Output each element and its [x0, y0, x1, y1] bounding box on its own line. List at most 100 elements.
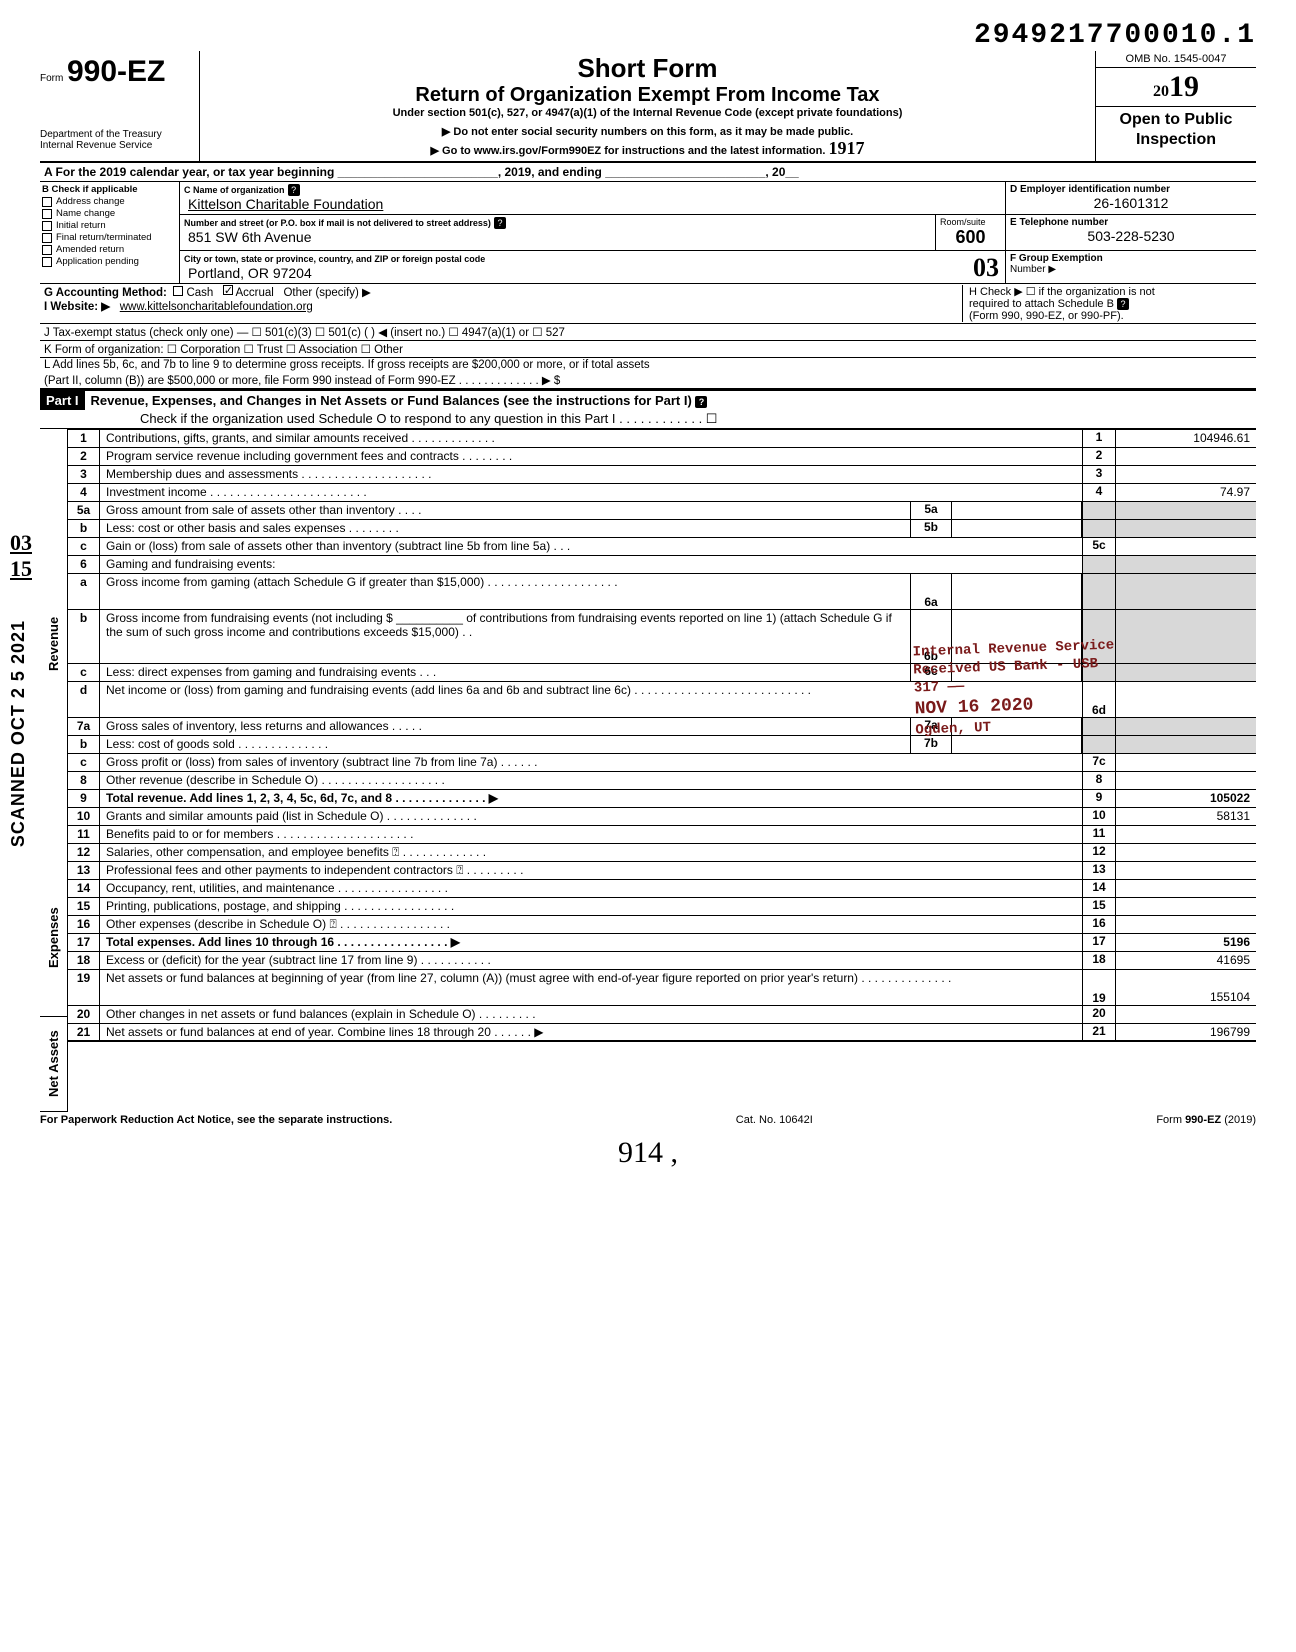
chk-address-change[interactable]: Address change [56, 196, 125, 207]
ln-7a: 7a [68, 718, 100, 735]
rn-2: 2 [1082, 448, 1116, 465]
help-icon[interactable]: ? [494, 217, 506, 229]
form-number: 990-EZ [67, 55, 165, 88]
note-web: ▶ Go to www.irs.gov/Form990EZ for instru… [208, 138, 1087, 159]
opt-other: Other (specify) ▶ [283, 287, 370, 299]
chk-application-pending[interactable]: Application pending [56, 256, 139, 267]
chk-initial-return[interactable]: Initial return [56, 220, 106, 231]
line-l2: (Part II, column (B)) are $500,000 or mo… [40, 372, 1256, 390]
website-url: www.kittelsoncharitablefoundation.org [120, 301, 313, 313]
sb-6a: 6a [910, 574, 952, 609]
ln-10: 10 [68, 808, 100, 825]
label-accounting: G Accounting Method: [44, 287, 167, 299]
ln-8: 8 [68, 772, 100, 789]
rn-8: 8 [1082, 772, 1116, 789]
chk-cash[interactable] [173, 286, 183, 296]
desc-6b: Gross income from fundraising events (no… [100, 610, 910, 663]
chk-amended-return[interactable]: Amended return [56, 244, 124, 255]
rn-18: 18 [1082, 952, 1116, 969]
line-j: J Tax-exempt status (check only one) — ☐… [40, 324, 1256, 341]
ln-17: 17 [68, 934, 100, 951]
desc-7b: Less: cost of goods sold . . . . . . . .… [100, 736, 910, 753]
desc-6a: Gross income from gaming (attach Schedul… [100, 574, 910, 609]
subtitle: Under section 501(c), 527, or 4947(a)(1)… [208, 107, 1087, 119]
val-19: 155104 [1116, 970, 1256, 1005]
h-line1: H Check ▶ ☐ if the organization is not [969, 285, 1252, 298]
line-k: K Form of organization: ☐ Corporation ☐ … [40, 341, 1256, 358]
desc-5b: Less: cost or other basis and sales expe… [100, 520, 910, 537]
rn-20: 20 [1082, 1006, 1116, 1023]
footer-right: Form 990-EZ (2019) [1156, 1114, 1256, 1126]
val-7c [1116, 754, 1256, 771]
desc-14: Occupancy, rent, utilities, and maintena… [100, 880, 1082, 897]
desc-15: Printing, publications, postage, and shi… [100, 898, 1082, 915]
ln-5a: 5a [68, 502, 100, 519]
label-city: City or town, state or province, country… [184, 254, 485, 264]
chk-name-change[interactable]: Name change [56, 208, 115, 219]
rn-7c: 7c [1082, 754, 1116, 771]
ln-19: 19 [68, 970, 100, 1005]
sb-5a: 5a [910, 502, 952, 519]
rn-15: 15 [1082, 898, 1116, 915]
rn-9: 9 [1082, 790, 1116, 807]
val-14 [1116, 880, 1256, 897]
desc-18: Excess or (deficit) for the year (subtra… [100, 952, 1082, 969]
irs-received-stamp: Internal Revenue Service Received US Ban… [913, 637, 1118, 740]
rn-1: 1 [1082, 430, 1116, 447]
side-expenses: Expenses [40, 859, 68, 1017]
ln-9: 9 [68, 790, 100, 807]
entity-info-block: B Check if applicable Address change Nam… [40, 182, 1256, 284]
ln-4: 4 [68, 484, 100, 501]
desc-6: Gaming and fundraising events: [100, 556, 1082, 573]
val-1: 104946.61 [1116, 430, 1256, 447]
room-suite: 600 [940, 227, 1001, 248]
help-icon[interactable]: ? [695, 396, 707, 408]
ln-5c: c [68, 538, 100, 555]
part1-check: Check if the organization used Schedule … [40, 410, 1256, 429]
opt-accrual: Accrual [235, 287, 273, 299]
desc-11: Benefits paid to or for members . . . . … [100, 826, 1082, 843]
dept-treasury: Department of the Treasury [40, 129, 193, 140]
rn-13: 13 [1082, 862, 1116, 879]
ln-6c: c [68, 664, 100, 681]
label-room: Room/suite [940, 217, 1001, 227]
val-21: 196799 [1116, 1024, 1256, 1040]
ln-21: 21 [68, 1024, 100, 1040]
ln-15: 15 [68, 898, 100, 915]
desc-4: Investment income . . . . . . . . . . . … [100, 484, 1082, 501]
desc-7a: Gross sales of inventory, less returns a… [100, 718, 910, 735]
hand-bottom: 914 , [40, 1136, 1256, 1170]
ln-13: 13 [68, 862, 100, 879]
help-icon[interactable]: ? [288, 184, 300, 196]
desc-7c: Gross profit or (loss) from sales of inv… [100, 754, 1082, 771]
desc-3: Membership dues and assessments . . . . … [100, 466, 1082, 483]
ln-12: 12 [68, 844, 100, 861]
ln-11: 11 [68, 826, 100, 843]
ln-1: 1 [68, 430, 100, 447]
phone: 503-228-5230 [1010, 228, 1252, 244]
rn-5c: 5c [1082, 538, 1116, 555]
note-ssn: ▶ Do not enter social security numbers o… [208, 125, 1087, 138]
label-street: Number and street (or P.O. box if mail i… [184, 218, 491, 228]
val-5c [1116, 538, 1256, 555]
desc-8: Other revenue (describe in Schedule O) .… [100, 772, 1082, 789]
omb-number: OMB No. 1545-0047 [1096, 51, 1256, 68]
chk-final-return[interactable]: Final return/terminated [56, 232, 152, 243]
desc-10: Grants and similar amounts paid (list in… [100, 808, 1082, 825]
footer-mid: Cat. No. 10642I [736, 1114, 813, 1126]
rn-12: 12 [1082, 844, 1116, 861]
val-8 [1116, 772, 1256, 789]
desc-20: Other changes in net assets or fund bala… [100, 1006, 1082, 1023]
rn-3: 3 [1082, 466, 1116, 483]
ln-18: 18 [68, 952, 100, 969]
desc-9: Total revenue. Add lines 1, 2, 3, 4, 5c,… [100, 790, 1082, 807]
ln-20: 20 [68, 1006, 100, 1023]
help-icon[interactable]: ? [1117, 298, 1129, 310]
part1-tag: Part I [40, 391, 85, 410]
chk-accrual[interactable] [223, 285, 233, 295]
rn-14: 14 [1082, 880, 1116, 897]
side-netassets: Net Assets [40, 1017, 68, 1112]
street-address: 851 SW 6th Avenue [184, 229, 931, 245]
tax-year: 20201919 [1096, 68, 1256, 107]
desc-13: Professional fees and other payments to … [100, 862, 1082, 879]
